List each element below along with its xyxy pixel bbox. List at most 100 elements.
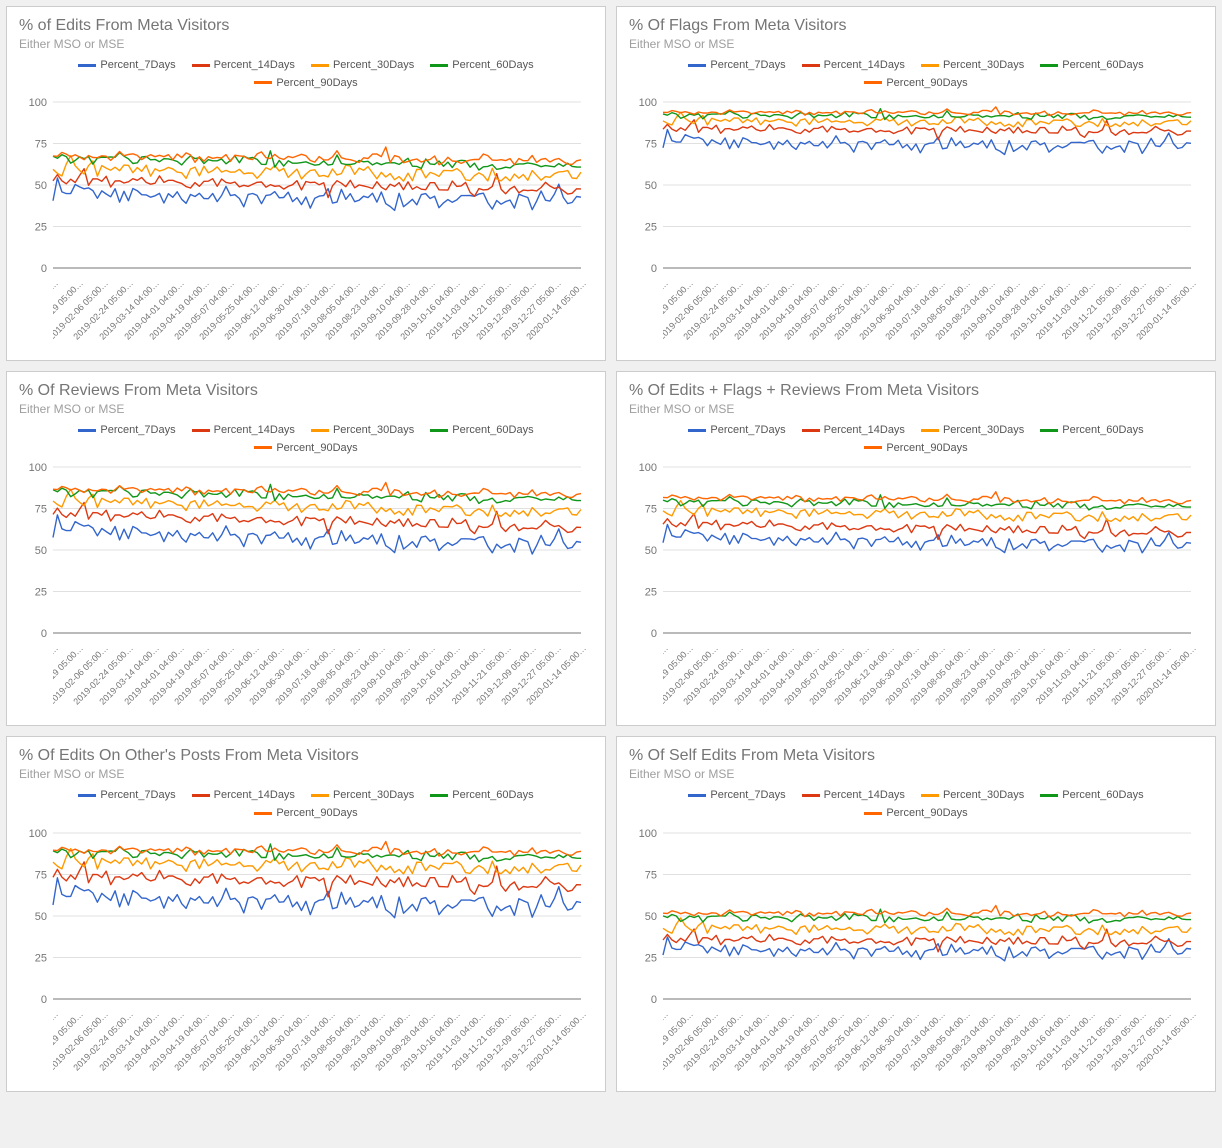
legend-label: Percent_90Days — [886, 807, 967, 819]
x-tick-label: 2019-01-01 05:00… — [53, 278, 60, 356]
chart-title: % Of Edits + Flags + Reviews From Meta V… — [629, 382, 1205, 400]
y-tick-label: 75 — [35, 504, 47, 516]
legend-item: Percent_90Days — [864, 805, 967, 823]
legend-label: Percent_30Days — [333, 59, 414, 71]
legend-swatch — [921, 794, 939, 797]
legend-label: Percent_7Days — [710, 59, 785, 71]
x-tick-label: 2019-01-01 05:00… — [663, 643, 670, 721]
chart-card: % Of Edits On Other's Posts From Meta Vi… — [6, 736, 606, 1091]
chart-legend: Percent_7Days Percent_14Days Percent_30Day… — [627, 422, 1205, 457]
legend-label: Percent_14Days — [824, 424, 905, 436]
legend-swatch — [78, 429, 96, 432]
series-line — [663, 130, 1191, 155]
legend-swatch — [192, 429, 210, 432]
plot-area: 0255075100 — [627, 829, 1205, 1009]
legend-swatch — [254, 812, 272, 815]
legend-label: Percent_60Days — [452, 424, 533, 436]
chart-svg: 0255075100 — [627, 463, 1197, 643]
x-axis-labels: 2019-01-01 05:00…2019-01-19 05:00…2019-0… — [53, 278, 591, 356]
y-tick-label: 25 — [35, 952, 47, 964]
series-line — [663, 501, 1191, 522]
legend-item: Percent_14Days — [192, 57, 295, 75]
legend-label: Percent_60Days — [452, 789, 533, 801]
legend-label: Percent_90Days — [886, 442, 967, 454]
chart-title: % Of Self Edits From Meta Visitors — [629, 747, 1205, 765]
y-tick-label: 0 — [651, 263, 657, 275]
y-tick-label: 0 — [651, 628, 657, 640]
legend-swatch — [1040, 794, 1058, 797]
y-tick-label: 75 — [645, 504, 657, 516]
y-tick-label: 100 — [29, 98, 47, 109]
legend-label: Percent_7Days — [100, 789, 175, 801]
legend-swatch — [254, 81, 272, 84]
legend-label: Percent_7Days — [100, 59, 175, 71]
series-line — [663, 495, 1191, 510]
legend-swatch — [802, 429, 820, 432]
chart-card: % Of Reviews From Meta Visitors Either MS… — [6, 371, 606, 726]
chart-legend: Percent_7Days Percent_14Days Percent_30Day… — [17, 57, 595, 92]
y-tick-label: 50 — [35, 180, 47, 192]
chart-legend: Percent_7Days Percent_14Days Percent_30Day… — [627, 57, 1205, 92]
legend-item: Percent_7Days — [688, 787, 785, 805]
legend-item: Percent_60Days — [430, 57, 533, 75]
chart-subtitle: Either MSO or MSE — [19, 402, 595, 416]
legend-swatch — [864, 812, 882, 815]
legend-swatch — [921, 64, 939, 67]
x-tick-label: 2019-01-01 05:00… — [663, 1009, 670, 1087]
y-tick-label: 50 — [35, 545, 47, 557]
legend-item: Percent_7Days — [688, 422, 785, 440]
legend-item: Percent_7Days — [78, 787, 175, 805]
y-tick-label: 25 — [35, 222, 47, 234]
legend-item: Percent_14Days — [192, 422, 295, 440]
y-tick-label: 75 — [645, 139, 657, 151]
legend-item: Percent_14Days — [802, 57, 905, 75]
legend-label: Percent_90Days — [276, 807, 357, 819]
series-line — [663, 929, 1191, 952]
chart-title: % Of Reviews From Meta Visitors — [19, 382, 595, 400]
y-tick-label: 25 — [645, 222, 657, 234]
legend-item: Percent_7Days — [78, 422, 175, 440]
legend-item: Percent_30Days — [921, 787, 1024, 805]
series-line — [663, 107, 1191, 116]
x-axis-labels: 2019-01-01 05:00…2019-01-19 05:00…2019-0… — [53, 643, 591, 721]
legend-item: Percent_60Days — [430, 787, 533, 805]
x-tick-label: 2019-01-01 05:00… — [53, 643, 60, 721]
chart-legend: Percent_7DaysPercent_14DaysPercent_30Day… — [17, 787, 595, 822]
legend-item: Percent_30Days — [311, 57, 414, 75]
chart-svg: 0255075100 — [17, 463, 587, 643]
y-tick-label: 0 — [651, 994, 657, 1006]
legend-item: Percent_60Days — [1040, 787, 1143, 805]
legend-label: Percent_14Days — [824, 59, 905, 71]
y-tick-label: 50 — [645, 180, 657, 192]
y-tick-label: 100 — [29, 829, 47, 840]
plot-area: 0255075100 — [17, 98, 595, 278]
y-tick-label: 25 — [645, 952, 657, 964]
y-tick-label: 75 — [35, 869, 47, 881]
legend-item: Percent_90Days — [254, 75, 357, 93]
plot-area: 0255075100 — [627, 98, 1205, 278]
legend-item: Percent_30Days — [921, 422, 1024, 440]
series-line — [663, 112, 1191, 127]
legend-swatch — [430, 794, 448, 797]
chart-subtitle: Either MSO or MSE — [19, 37, 595, 51]
y-tick-label: 0 — [41, 994, 47, 1006]
legend-item: Percent_30Days — [311, 787, 414, 805]
y-tick-label: 100 — [29, 463, 47, 474]
chart-title: % Of Edits On Other's Posts From Meta Vi… — [19, 747, 595, 765]
legend-swatch — [78, 794, 96, 797]
y-tick-label: 50 — [645, 911, 657, 923]
legend-item: Percent_14Days — [802, 422, 905, 440]
y-tick-label: 50 — [35, 911, 47, 923]
legend-swatch — [192, 794, 210, 797]
legend-item: Percent_30Days — [921, 57, 1024, 75]
series-line — [663, 492, 1191, 504]
legend-item: Percent_60Days — [1040, 57, 1143, 75]
legend-label: Percent_7Days — [100, 424, 175, 436]
legend-item: Percent_7Days — [78, 57, 175, 75]
chart-card: % Of Flags From Meta VisitorsEither MSO … — [616, 6, 1216, 361]
chart-card: % Of Self Edits From Meta VisitorsEither… — [616, 736, 1216, 1091]
legend-swatch — [802, 64, 820, 67]
legend-swatch — [1040, 429, 1058, 432]
legend-swatch — [311, 429, 329, 432]
legend-swatch — [192, 64, 210, 67]
